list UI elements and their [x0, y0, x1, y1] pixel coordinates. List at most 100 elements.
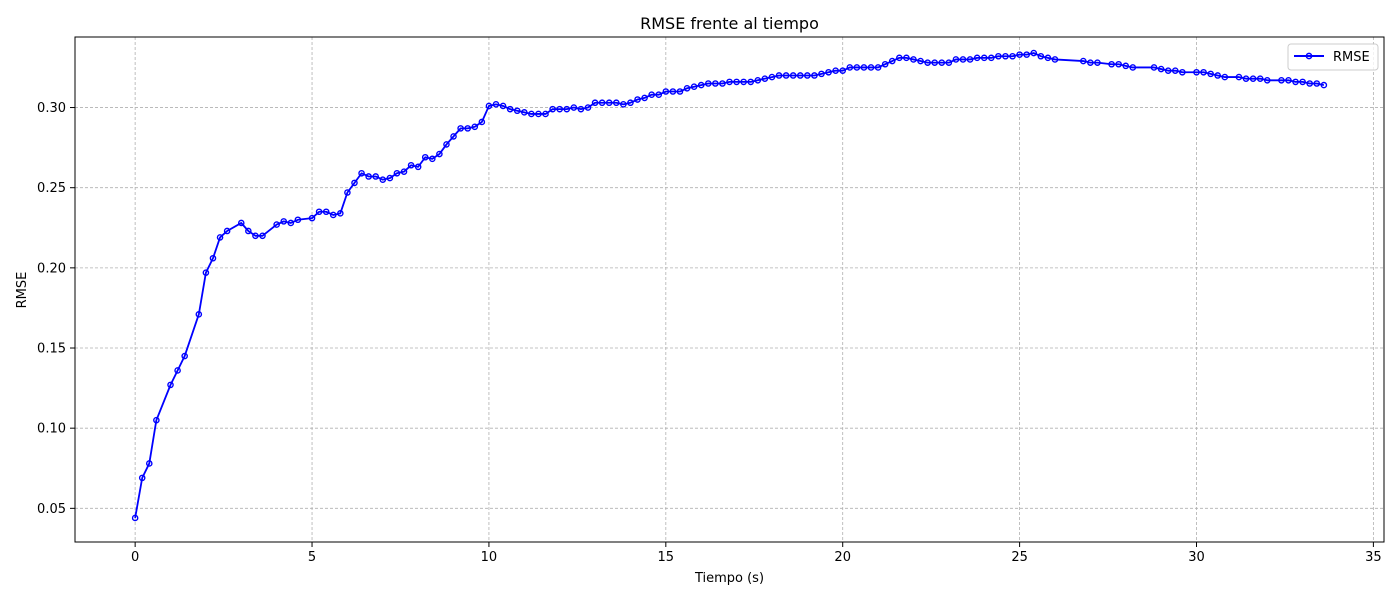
data-point: [259, 232, 266, 240]
data-point: [280, 218, 288, 225]
data-point: [1037, 52, 1045, 60]
data-point: [386, 174, 394, 182]
data-point: [209, 254, 217, 262]
x-tick-label: 20: [834, 550, 851, 565]
y-tick-label: 0.05: [37, 502, 66, 517]
x-tick-label: 15: [658, 550, 675, 565]
data-point: [811, 72, 818, 79]
data-point: [393, 169, 401, 177]
data-point: [584, 104, 592, 111]
data-point: [1306, 80, 1314, 87]
data-point: [804, 72, 811, 79]
data-point: [153, 416, 160, 424]
data-point: [690, 83, 698, 90]
data-point: [421, 153, 429, 161]
data-point: [853, 64, 861, 71]
data-point: [513, 107, 521, 115]
data-point: [1079, 57, 1087, 65]
data-point: [521, 109, 528, 116]
data-point: [980, 54, 988, 62]
data-point: [450, 133, 457, 140]
data-point: [959, 56, 967, 63]
data-point: [344, 189, 351, 196]
data-point: [924, 59, 931, 66]
data-point: [719, 80, 726, 87]
data-point: [202, 269, 210, 276]
axes-layer: 0 5 10 15 20 25 30 35 0.05 0.10 0.15 0.20 0.25 0.30: [37, 36, 1385, 565]
y-tick-label: 0.25: [37, 181, 66, 196]
data-point: [612, 99, 620, 107]
x-tick-label: 35: [1365, 550, 1382, 565]
data-point: [768, 73, 776, 81]
legend-box: [1287, 43, 1379, 71]
data-point: [662, 88, 670, 95]
data-point: [429, 155, 436, 163]
data-point: [492, 101, 500, 108]
data-point: [1278, 76, 1285, 84]
data-point: [1051, 56, 1059, 63]
data-point: [506, 105, 514, 113]
data-point: [910, 56, 917, 63]
data-point: [471, 123, 479, 131]
data-point: [1299, 78, 1306, 86]
y-tick-label: 0.30: [37, 101, 66, 116]
data-point: [1129, 64, 1137, 71]
legend-marker-swatch: [1305, 52, 1313, 60]
data-point: [1179, 68, 1186, 76]
data-point: [973, 54, 981, 62]
data-point: [464, 125, 472, 132]
data-point: [1320, 81, 1328, 89]
data-point: [1087, 59, 1094, 66]
data-point: [535, 110, 542, 118]
data-point: [457, 125, 464, 132]
data-point: [365, 173, 372, 180]
data-point: [485, 102, 493, 110]
data-point: [351, 179, 358, 187]
data-point: [888, 57, 896, 65]
data-point: [1207, 70, 1214, 78]
data-point: [945, 59, 953, 66]
data-point: [322, 208, 330, 216]
data-point: [1242, 75, 1250, 82]
data-point: [1171, 67, 1179, 74]
data-point: [549, 105, 556, 113]
data-point: [782, 72, 790, 79]
data-point: [195, 311, 203, 318]
grid-lines: [75, 37, 1384, 542]
data-point: [598, 99, 606, 107]
data-point: [846, 64, 854, 71]
data-point: [252, 232, 259, 240]
data-point: [683, 85, 691, 92]
x-tick-label: 5: [308, 550, 316, 565]
data-point: [145, 460, 153, 467]
data-point: [995, 52, 1002, 60]
data-point: [400, 168, 408, 175]
data-point: [237, 219, 245, 227]
data-point: [1094, 59, 1101, 66]
data-point: [712, 80, 719, 87]
data-point: [1221, 73, 1229, 81]
data-point: [1164, 67, 1172, 74]
y-tick-label: 0.10: [37, 422, 66, 437]
data-point: [754, 76, 762, 84]
data-point: [903, 54, 910, 62]
data-point: [896, 54, 903, 62]
data-point: [1200, 68, 1207, 76]
data-point: [1044, 54, 1052, 62]
data-point: [1108, 60, 1115, 68]
data-point: [1009, 52, 1016, 60]
data-point: [1002, 52, 1009, 60]
data-point: [1249, 75, 1257, 82]
data-point: [528, 110, 535, 118]
data-point: [287, 219, 295, 227]
data-point: [740, 78, 747, 86]
data-point: [966, 56, 974, 63]
data-point: [839, 67, 847, 74]
data-point: [174, 367, 181, 374]
x-tick-label: 25: [1011, 550, 1028, 565]
data-point: [605, 99, 613, 107]
data-point: [1023, 51, 1030, 58]
data-point: [329, 211, 337, 219]
